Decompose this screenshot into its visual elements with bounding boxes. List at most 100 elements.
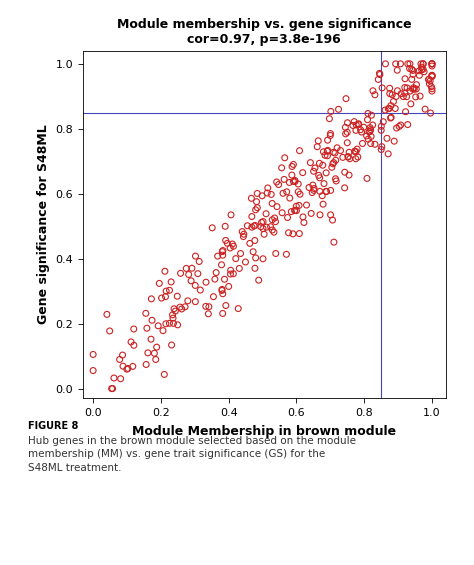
Point: [227, 210, 235, 219]
Point: [352, 147, 360, 157]
Point: [332, 176, 340, 185]
Point: [119, 362, 127, 371]
Point: [169, 314, 177, 323]
Point: [205, 302, 213, 311]
Point: [197, 285, 204, 294]
Point: [264, 189, 271, 198]
Point: [406, 64, 413, 73]
Point: [248, 212, 255, 221]
Point: [342, 129, 349, 138]
Point: [142, 309, 150, 318]
Point: [289, 229, 297, 238]
Point: [408, 75, 416, 84]
Point: [229, 242, 237, 251]
Point: [221, 222, 229, 231]
Point: [288, 162, 296, 171]
Point: [403, 92, 410, 101]
Point: [211, 275, 219, 284]
Point: [401, 74, 409, 83]
Point: [330, 158, 337, 167]
Point: [428, 71, 436, 80]
Point: [381, 106, 389, 115]
Point: [284, 213, 292, 222]
Point: [418, 63, 426, 72]
Point: [235, 304, 242, 313]
Point: [386, 84, 393, 93]
Point: [406, 59, 414, 68]
Point: [421, 105, 429, 114]
Point: [412, 93, 419, 102]
Point: [409, 85, 417, 94]
Point: [412, 85, 420, 94]
Point: [371, 140, 379, 149]
Point: [311, 163, 319, 172]
Point: [327, 107, 335, 116]
Point: [384, 104, 392, 113]
Point: [275, 180, 283, 189]
Point: [222, 236, 229, 245]
Point: [322, 168, 330, 177]
Point: [400, 92, 407, 101]
Point: [128, 337, 135, 346]
Point: [106, 327, 113, 336]
Point: [378, 142, 385, 151]
Point: [344, 152, 352, 161]
Point: [380, 117, 387, 126]
Point: [377, 126, 385, 135]
Point: [202, 302, 210, 311]
Point: [363, 132, 370, 141]
Point: [367, 132, 375, 141]
Point: [386, 89, 393, 98]
Point: [355, 120, 362, 129]
Point: [254, 189, 261, 198]
Point: [191, 281, 199, 290]
Point: [332, 156, 339, 165]
Point: [155, 279, 163, 288]
Point: [288, 207, 295, 216]
Point: [273, 177, 281, 186]
Point: [394, 86, 401, 95]
Point: [205, 309, 212, 318]
Point: [369, 120, 376, 129]
Point: [428, 62, 436, 71]
Point: [392, 59, 400, 68]
Point: [272, 217, 279, 226]
Point: [341, 183, 348, 192]
Point: [218, 285, 226, 294]
Point: [376, 70, 383, 79]
Point: [327, 186, 335, 195]
Point: [210, 292, 217, 301]
Point: [278, 163, 285, 172]
Point: [413, 80, 420, 89]
Point: [253, 197, 260, 206]
Point: [428, 82, 435, 91]
Point: [345, 153, 352, 162]
Point: [174, 320, 182, 329]
Point: [419, 59, 427, 68]
Point: [292, 202, 300, 211]
Point: [219, 247, 226, 256]
Point: [250, 221, 258, 231]
Point: [316, 159, 323, 168]
Point: [214, 251, 221, 260]
Point: [130, 341, 137, 350]
Point: [416, 92, 424, 101]
Point: [374, 75, 382, 84]
Point: [259, 254, 267, 263]
Point: [346, 148, 353, 157]
Point: [130, 324, 137, 333]
Point: [426, 79, 433, 88]
Point: [89, 366, 97, 375]
Point: [416, 71, 423, 80]
Point: [367, 139, 374, 148]
Point: [364, 115, 371, 124]
Point: [392, 92, 400, 101]
Point: [383, 134, 391, 143]
Point: [428, 59, 436, 68]
Point: [353, 120, 360, 129]
Point: [272, 249, 280, 258]
Point: [116, 355, 123, 364]
Point: [342, 94, 350, 103]
Point: [337, 146, 344, 155]
Point: [333, 144, 341, 153]
